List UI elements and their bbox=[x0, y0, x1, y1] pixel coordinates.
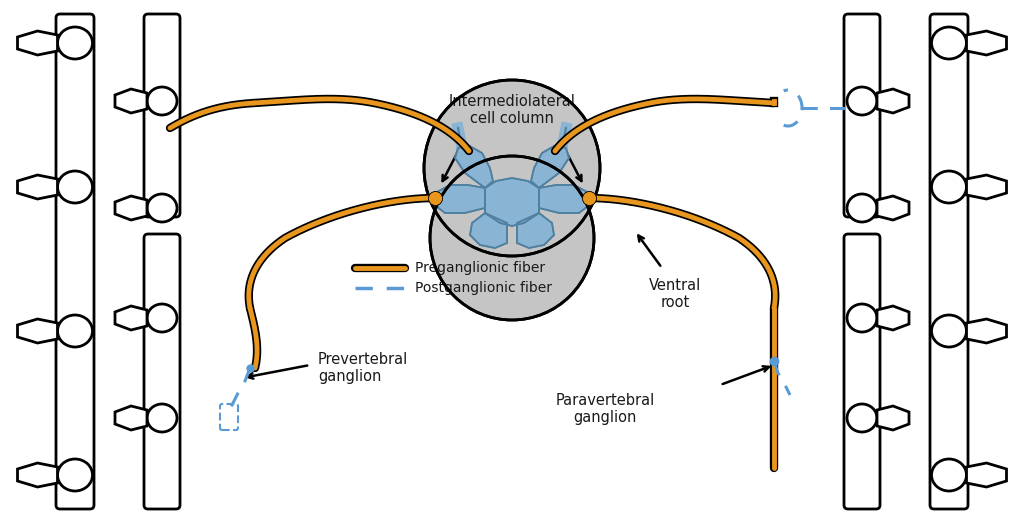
Polygon shape bbox=[967, 31, 1007, 55]
Ellipse shape bbox=[847, 304, 877, 332]
Ellipse shape bbox=[57, 459, 92, 491]
Polygon shape bbox=[539, 185, 592, 213]
Ellipse shape bbox=[932, 27, 967, 59]
Ellipse shape bbox=[147, 87, 177, 115]
Polygon shape bbox=[455, 145, 493, 188]
Ellipse shape bbox=[847, 404, 877, 432]
Polygon shape bbox=[505, 225, 519, 235]
Ellipse shape bbox=[424, 80, 600, 256]
Ellipse shape bbox=[932, 459, 967, 491]
Ellipse shape bbox=[57, 315, 92, 347]
Polygon shape bbox=[539, 185, 592, 213]
Text: Paravertebral
ganglion: Paravertebral ganglion bbox=[555, 393, 654, 425]
Ellipse shape bbox=[147, 404, 177, 432]
Polygon shape bbox=[17, 31, 57, 55]
Text: Prevertebral
ganglion: Prevertebral ganglion bbox=[318, 352, 409, 384]
Ellipse shape bbox=[424, 80, 600, 256]
Polygon shape bbox=[455, 145, 493, 188]
Polygon shape bbox=[877, 306, 909, 330]
Polygon shape bbox=[485, 178, 539, 226]
Polygon shape bbox=[432, 185, 485, 213]
Text: Preganglionic fiber: Preganglionic fiber bbox=[415, 261, 545, 275]
Polygon shape bbox=[115, 406, 147, 430]
Polygon shape bbox=[115, 89, 147, 113]
Ellipse shape bbox=[847, 87, 877, 115]
Polygon shape bbox=[485, 178, 539, 226]
FancyBboxPatch shape bbox=[144, 234, 180, 509]
Polygon shape bbox=[877, 196, 909, 220]
Text: Ventral
root: Ventral root bbox=[649, 278, 701, 310]
Polygon shape bbox=[531, 145, 569, 188]
Polygon shape bbox=[115, 306, 147, 330]
Ellipse shape bbox=[57, 171, 92, 203]
Ellipse shape bbox=[847, 194, 877, 222]
Polygon shape bbox=[17, 175, 57, 199]
Ellipse shape bbox=[57, 27, 92, 59]
FancyBboxPatch shape bbox=[220, 404, 238, 430]
Polygon shape bbox=[432, 185, 485, 213]
Ellipse shape bbox=[430, 156, 594, 320]
FancyBboxPatch shape bbox=[930, 14, 968, 509]
Ellipse shape bbox=[147, 304, 177, 332]
Text: Postganglionic fiber: Postganglionic fiber bbox=[415, 281, 552, 295]
Polygon shape bbox=[967, 175, 1007, 199]
Polygon shape bbox=[967, 319, 1007, 343]
Polygon shape bbox=[470, 213, 507, 248]
Text: Intermediolateral
cell column: Intermediolateral cell column bbox=[449, 94, 575, 126]
Polygon shape bbox=[517, 213, 554, 248]
Ellipse shape bbox=[147, 194, 177, 222]
Polygon shape bbox=[115, 196, 147, 220]
Polygon shape bbox=[531, 145, 569, 188]
Polygon shape bbox=[877, 406, 909, 430]
Polygon shape bbox=[877, 89, 909, 113]
Polygon shape bbox=[470, 213, 507, 248]
FancyBboxPatch shape bbox=[844, 234, 880, 509]
Ellipse shape bbox=[932, 171, 967, 203]
Polygon shape bbox=[17, 463, 57, 487]
Polygon shape bbox=[17, 319, 57, 343]
Polygon shape bbox=[517, 213, 554, 248]
Polygon shape bbox=[967, 463, 1007, 487]
Ellipse shape bbox=[430, 156, 594, 320]
FancyBboxPatch shape bbox=[56, 14, 94, 509]
FancyBboxPatch shape bbox=[844, 14, 880, 217]
FancyBboxPatch shape bbox=[144, 14, 180, 217]
Ellipse shape bbox=[932, 315, 967, 347]
